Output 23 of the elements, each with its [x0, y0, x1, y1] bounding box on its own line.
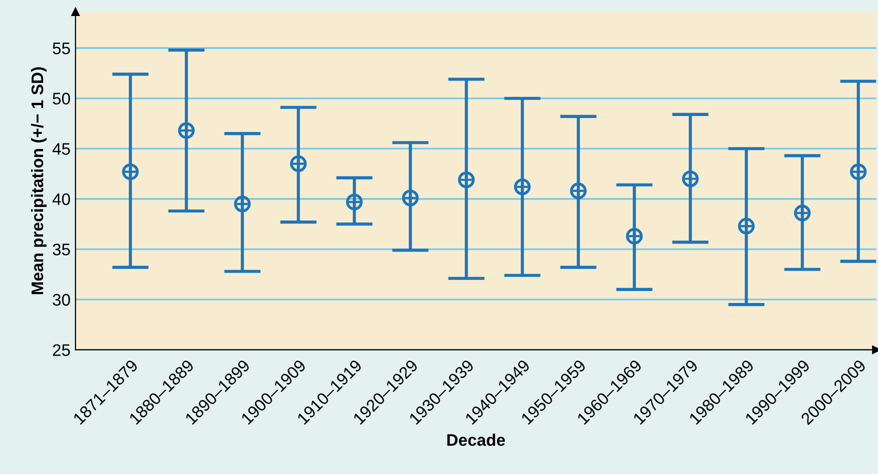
- y-tick-label: 40: [52, 193, 70, 206]
- point: [234, 196, 251, 212]
- y-tick-label: 50: [52, 92, 70, 105]
- point: [626, 228, 643, 244]
- y-axis-title: Mean precipitation (+/− 1 SD): [31, 67, 47, 294]
- point: [794, 204, 811, 222]
- y-tick-label: 55: [52, 42, 70, 54]
- point: [402, 190, 419, 206]
- y-tick-label: 45: [52, 143, 70, 155]
- y-tick-label: 35: [52, 244, 70, 256]
- point: [682, 170, 699, 188]
- y-tick-label: 25: [52, 344, 70, 356]
- x-axis-title: Decade: [447, 434, 505, 446]
- point: [458, 171, 475, 188]
- point: [178, 122, 195, 139]
- point: [738, 218, 755, 234]
- point: [570, 182, 587, 200]
- y-tick-label: 30: [52, 294, 70, 306]
- point: [514, 178, 531, 196]
- point: [346, 194, 363, 210]
- point: [850, 163, 867, 180]
- point: [290, 155, 307, 172]
- point: [122, 163, 139, 180]
